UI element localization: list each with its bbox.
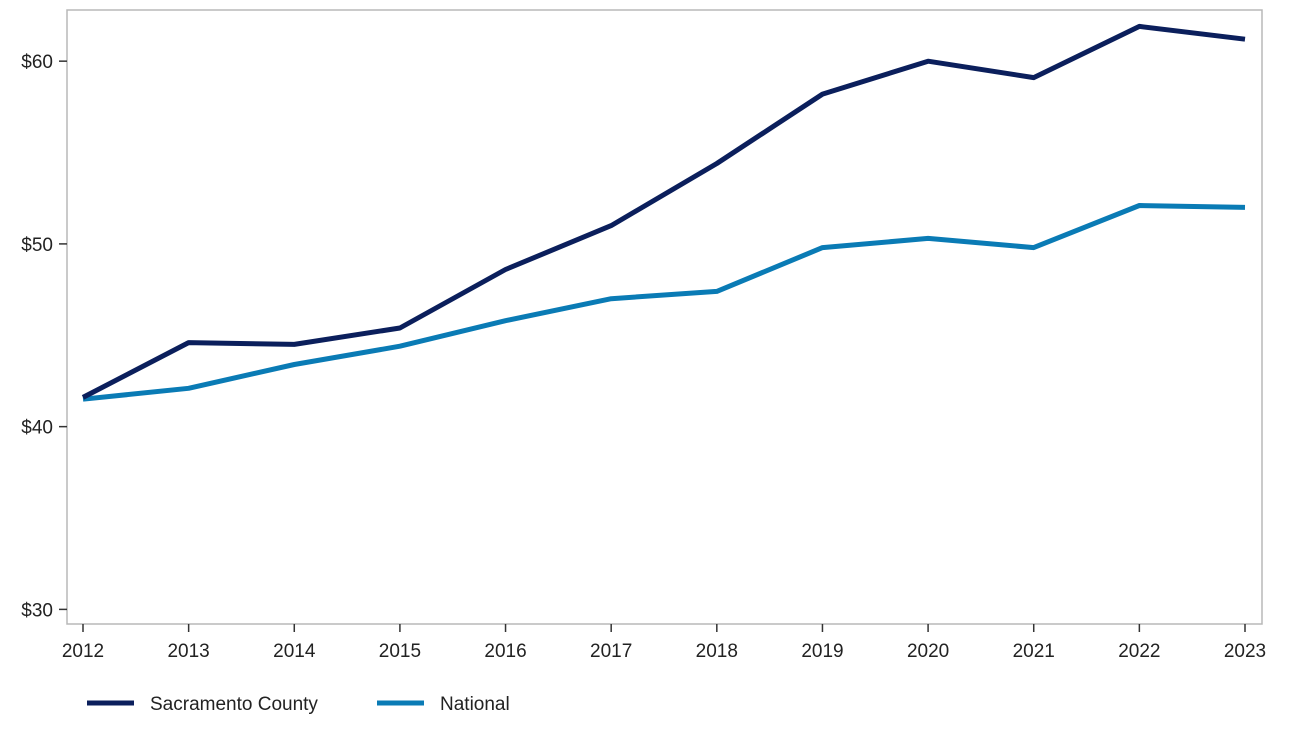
x-tick-label: 2021	[1013, 641, 1055, 662]
x-tick-label: 2012	[62, 641, 104, 662]
x-tick-label: 2018	[696, 641, 738, 662]
legend-label: National	[440, 694, 510, 715]
x-tick-label: 2016	[484, 641, 526, 662]
y-tick-label: $60	[21, 52, 53, 73]
x-tick-label: 2019	[801, 641, 843, 662]
x-tick-label: 2023	[1224, 641, 1266, 662]
x-tick-label: 2017	[590, 641, 632, 662]
x-tick-label: 2022	[1118, 641, 1160, 662]
series-line-national	[82, 203, 1246, 402]
x-tick-label: 2013	[167, 641, 209, 662]
x-axis: 2012 2013 2014 2015 2016 2017 2018 2019 2020 2021…	[62, 624, 1266, 662]
y-axis: $30 $40 $50 $60	[21, 52, 67, 621]
plot-frame	[66, 9, 1263, 625]
y-tick-label: $50	[21, 235, 53, 256]
x-tick-label: 2020	[907, 641, 949, 662]
x-tick-label: 2015	[379, 641, 421, 662]
x-tick-label: 2014	[273, 641, 316, 662]
legend: Sacramento County National	[87, 694, 510, 715]
y-tick-label: $30	[21, 600, 53, 621]
series-layer	[81, 23, 1246, 402]
legend-label: Sacramento County	[150, 694, 318, 715]
y-tick-label: $40	[21, 418, 53, 439]
series-line-sacramento-county	[81, 23, 1246, 400]
